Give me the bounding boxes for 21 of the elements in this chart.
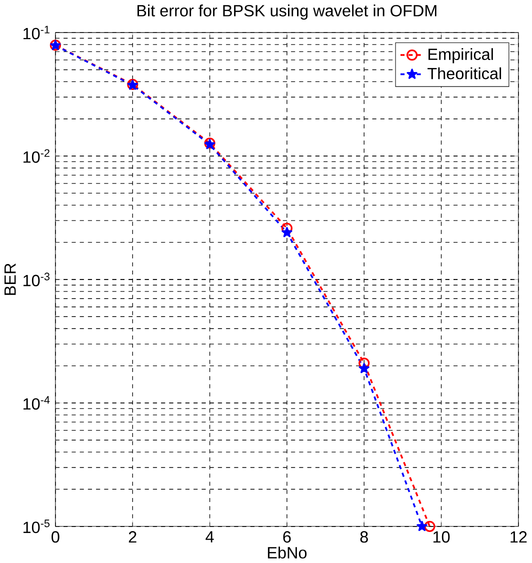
x-tick-label: 6 xyxy=(283,531,291,543)
y-tick-label: 10$^{-4}$ xyxy=(24,396,50,410)
y-axis-title: BER xyxy=(4,264,16,295)
x-tick-label: 2 xyxy=(128,531,136,543)
x-tick-label: 12 xyxy=(510,531,527,543)
x-axis-title: EbNo xyxy=(268,546,307,558)
x-tick-label: 8 xyxy=(360,531,368,543)
point xyxy=(358,362,370,374)
point xyxy=(424,520,436,532)
legend-label: Empirical xyxy=(428,48,493,64)
y-tick-label: 10$^{-5}$ xyxy=(24,520,50,534)
legend-label: Theoritical xyxy=(428,67,502,80)
chart-title: Bit error for BPSK using wavelet in OFDM xyxy=(138,4,436,20)
point xyxy=(416,520,428,532)
point xyxy=(282,226,292,238)
x-tick-label: 10 xyxy=(433,531,450,543)
y-tick-label: 10$^{-2}$ xyxy=(24,149,50,163)
x-tick-label: 4 xyxy=(206,531,214,542)
y-tick-label: 10$^{-1}$ xyxy=(24,26,50,40)
y-tick-label: 10$^{-3}$ xyxy=(24,272,50,286)
x-tick-label: 0 xyxy=(52,531,60,543)
